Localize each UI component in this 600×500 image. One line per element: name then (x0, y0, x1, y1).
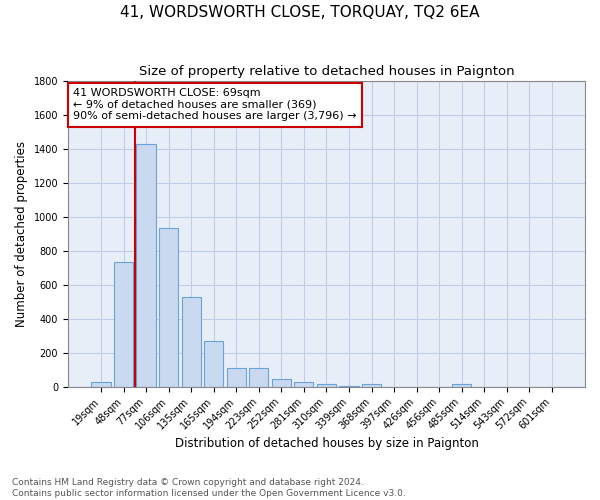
Bar (272, 379, 291, 386)
Bar (295, 382, 313, 386)
Bar (317, 384, 336, 386)
Text: 41 WORDSWORTH CLOSE: 69sqm
← 9% of detached houses are smaller (369)
90% of semi: 41 WORDSWORTH CLOSE: 69sqm ← 9% of detac… (73, 88, 356, 122)
Bar (249, 368, 268, 386)
Bar (159, 228, 178, 386)
Bar (114, 262, 133, 386)
Text: 41, WORDSWORTH CLOSE, TORQUAY, TQ2 6EA: 41, WORDSWORTH CLOSE, TORQUAY, TQ2 6EA (120, 5, 480, 20)
Bar (91, 382, 110, 386)
Bar (182, 296, 201, 386)
Title: Size of property relative to detached houses in Paignton: Size of property relative to detached ho… (139, 65, 514, 78)
Bar (452, 384, 472, 386)
Bar (362, 384, 381, 386)
Bar (136, 144, 155, 386)
Bar (227, 368, 246, 386)
Bar (204, 341, 223, 386)
Y-axis label: Number of detached properties: Number of detached properties (15, 140, 28, 326)
Text: Contains HM Land Registry data © Crown copyright and database right 2024.
Contai: Contains HM Land Registry data © Crown c… (12, 478, 406, 498)
X-axis label: Distribution of detached houses by size in Paignton: Distribution of detached houses by size … (175, 437, 478, 450)
